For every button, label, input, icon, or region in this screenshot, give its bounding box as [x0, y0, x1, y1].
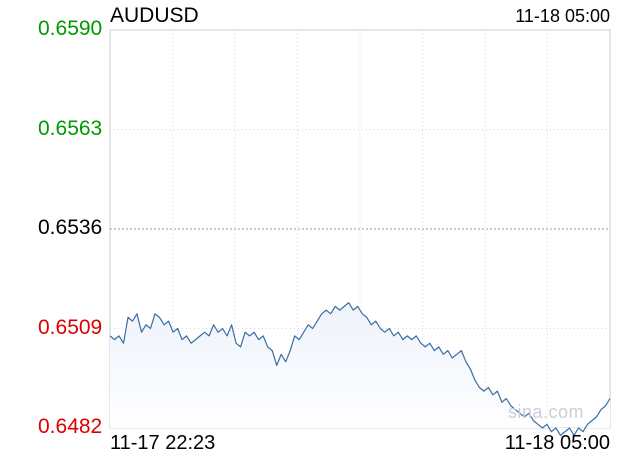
- current-timestamp: 11-18 05:00: [515, 6, 610, 26]
- watermark: sina.com: [508, 402, 585, 422]
- y-tick-label: 0.6536: [38, 216, 103, 239]
- x-tick-end: 11-18 05:00: [504, 432, 610, 454]
- y-tick-label: 0.6563: [38, 116, 103, 140]
- y-tick-label: 0.6482: [38, 415, 103, 438]
- y-tick-label: 0.6590: [38, 17, 103, 40]
- y-tick-label: 0.6509: [38, 315, 103, 339]
- x-tick-start: 11-17 22:23: [110, 432, 216, 454]
- price-area-fill: [110, 302, 610, 436]
- price-line: [109, 302, 611, 436]
- chart-title: AUDUSD: [110, 4, 199, 27]
